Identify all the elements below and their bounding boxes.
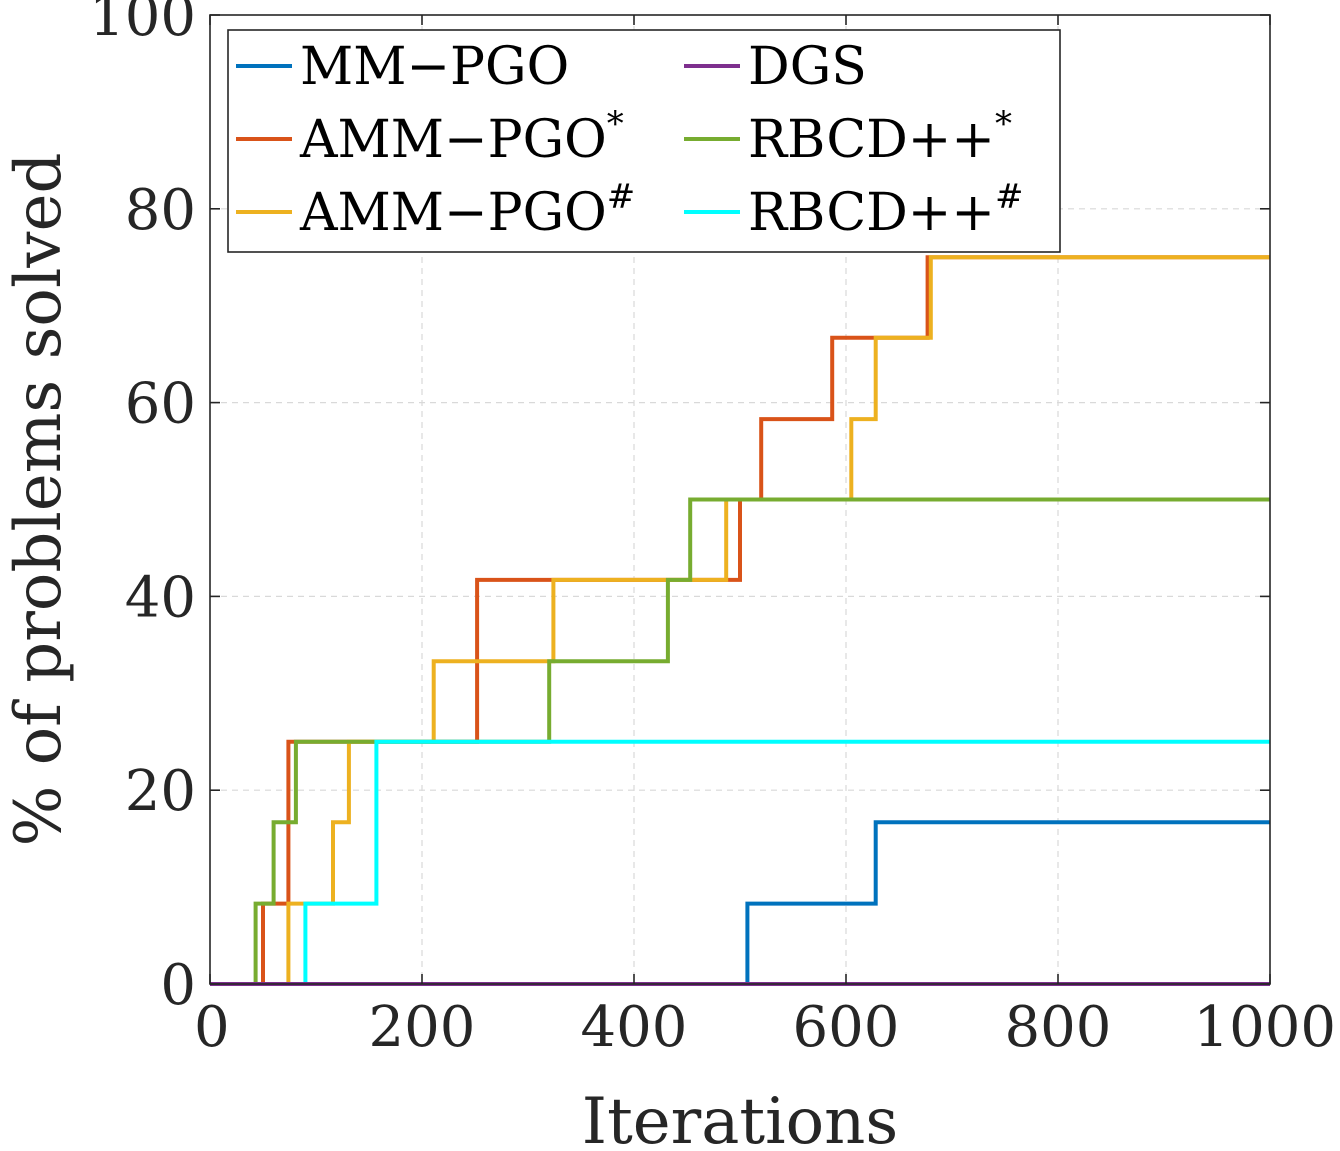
y-tick-label: 20 [125,759,196,824]
series-line-4 [210,255,1270,986]
y-tick-label: 40 [125,565,196,630]
legend-entry-superscript: # [995,177,1024,217]
legend-entry-4: AMM−PGO# [299,177,635,243]
plot-frame [209,14,1271,985]
legend-entry-5: RBCD++# [748,177,1023,243]
y-tick-label: 60 [125,372,196,437]
legend-entry-label: RBCD++ [748,183,995,243]
legend-entry-0: MM−PGO [300,37,569,97]
x-tick-label: 1000 [1193,995,1336,1060]
x-tick-label: 0 [194,995,230,1060]
legend-entry-superscript: * [607,104,624,144]
legend-entry-superscript: * [995,104,1012,144]
legend-entry-label: RBCD++ [748,110,995,170]
legend-entry-1: DGS [748,37,867,97]
y-axis-label: % of problems solved [2,153,76,847]
legend-entry-label: MM−PGO [300,37,569,97]
legend-entry-label: AMM−PGO [299,183,607,243]
legend-entry-label: AMM−PGO [299,110,607,170]
y-tick-label: 0 [160,953,196,1018]
y-tick-label: 80 [125,178,196,243]
x-tick-label: 200 [369,995,476,1060]
legend-box [227,29,1061,253]
x-axis-label: Iterations [582,1085,898,1151]
legend-entry-superscript: # [607,177,636,217]
x-tick-label: 800 [1005,995,1112,1060]
legend-entry-3: RBCD++* [748,104,1012,170]
legend-entry-label: DGS [748,37,867,97]
x-tick-label: 400 [581,995,688,1060]
ticks: 0 200 400 600 800 1000 0 20 40 60 80 100 [89,0,1336,1060]
y-tick-label: 100 [89,0,196,49]
legend-entry-2: AMM−PGO* [299,104,624,170]
x-tick-label: 600 [793,995,900,1060]
